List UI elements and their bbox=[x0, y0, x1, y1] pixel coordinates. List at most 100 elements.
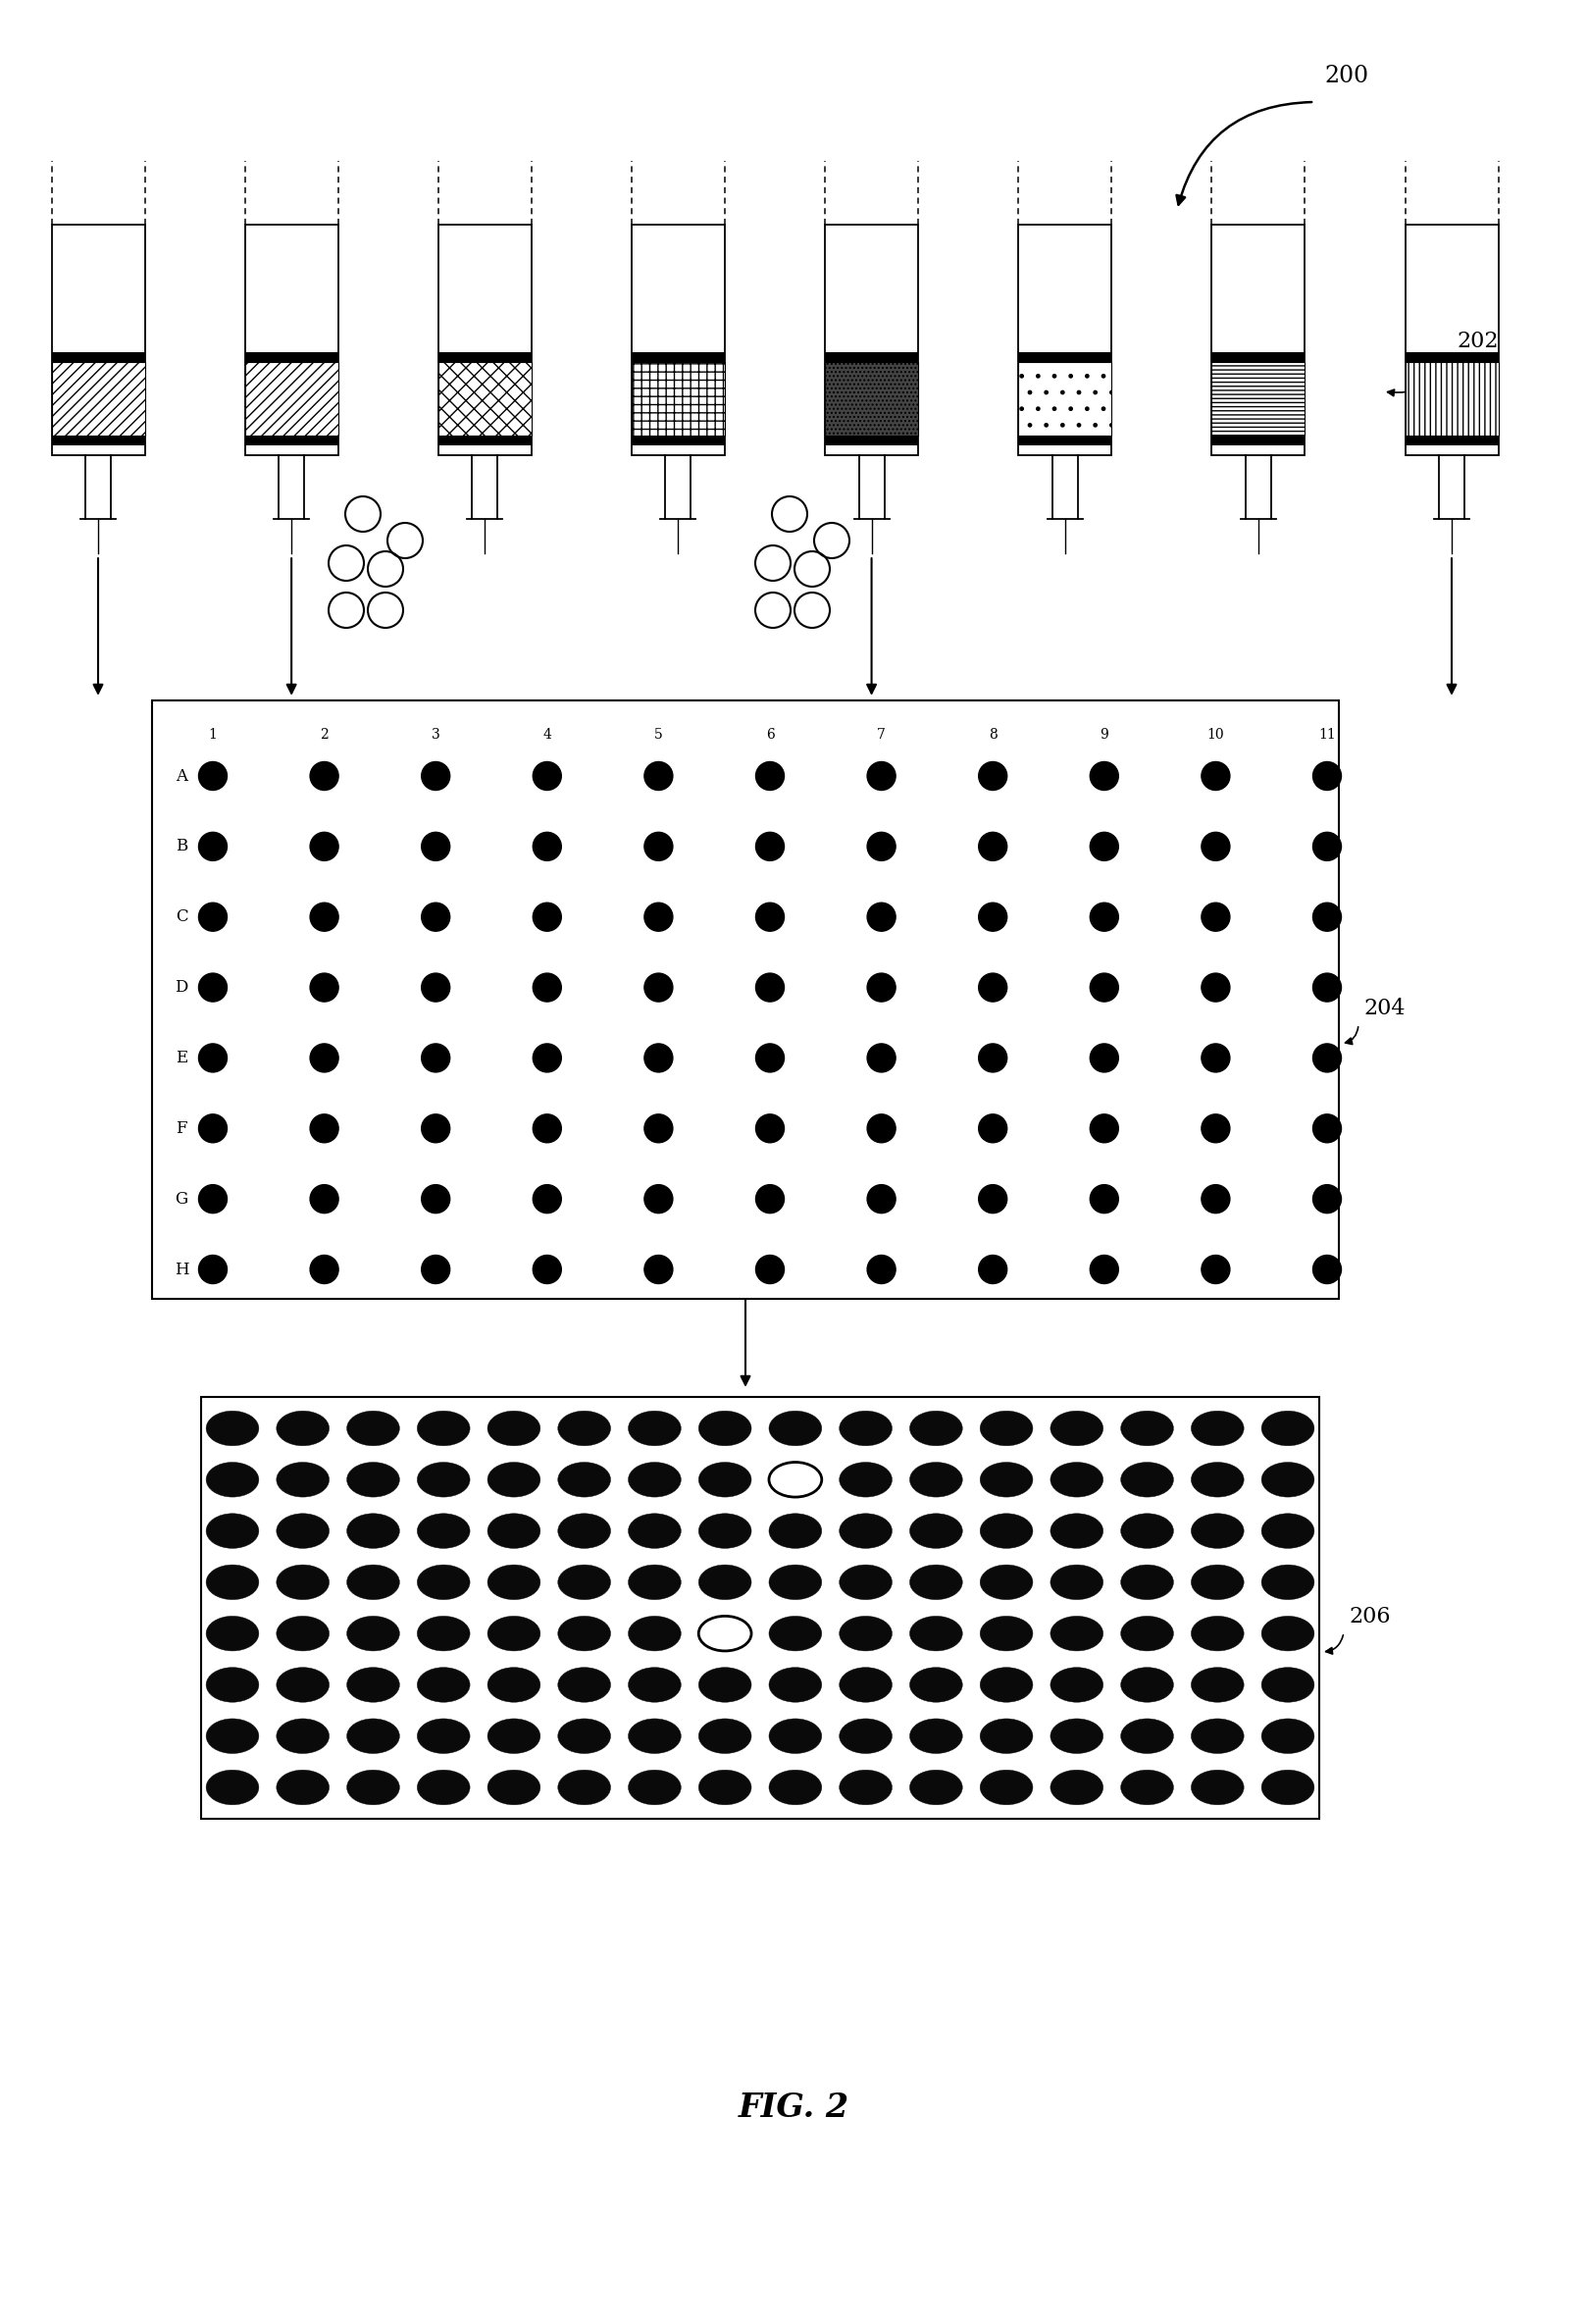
Text: 1: 1 bbox=[208, 727, 218, 741]
Ellipse shape bbox=[346, 1771, 400, 1806]
Circle shape bbox=[1202, 1113, 1229, 1143]
Text: G: G bbox=[175, 1190, 187, 1206]
Ellipse shape bbox=[769, 1513, 821, 1548]
Ellipse shape bbox=[1121, 1615, 1174, 1650]
Bar bbox=[632, 225, 724, 456]
Ellipse shape bbox=[910, 1513, 962, 1548]
FancyArrowPatch shape bbox=[1326, 1636, 1343, 1655]
Circle shape bbox=[198, 762, 227, 790]
Bar bbox=[1405, 225, 1497, 456]
Circle shape bbox=[534, 1043, 561, 1071]
Circle shape bbox=[1313, 1113, 1342, 1143]
Circle shape bbox=[867, 1113, 896, 1143]
Circle shape bbox=[421, 902, 449, 932]
Bar bbox=[1018, 435, 1112, 446]
Circle shape bbox=[1313, 832, 1342, 860]
Circle shape bbox=[1202, 1185, 1229, 1213]
Ellipse shape bbox=[910, 1771, 962, 1806]
Ellipse shape bbox=[629, 1411, 681, 1446]
Circle shape bbox=[310, 1043, 338, 1071]
Ellipse shape bbox=[1191, 1411, 1243, 1446]
Bar bbox=[438, 353, 532, 363]
Circle shape bbox=[645, 832, 673, 860]
Ellipse shape bbox=[1261, 1615, 1315, 1650]
Ellipse shape bbox=[488, 1771, 540, 1806]
Circle shape bbox=[1089, 1113, 1118, 1143]
Circle shape bbox=[310, 762, 338, 790]
Ellipse shape bbox=[629, 1771, 681, 1806]
Ellipse shape bbox=[276, 1720, 329, 1755]
Ellipse shape bbox=[346, 1666, 400, 1701]
Circle shape bbox=[534, 762, 561, 790]
Ellipse shape bbox=[699, 1411, 751, 1446]
Ellipse shape bbox=[1121, 1771, 1174, 1806]
Circle shape bbox=[1089, 762, 1118, 790]
Circle shape bbox=[645, 1043, 673, 1071]
Circle shape bbox=[1202, 902, 1229, 932]
Circle shape bbox=[534, 1185, 561, 1213]
Ellipse shape bbox=[206, 1411, 259, 1446]
Ellipse shape bbox=[346, 1513, 400, 1548]
Ellipse shape bbox=[276, 1666, 329, 1701]
Ellipse shape bbox=[769, 1771, 821, 1806]
Ellipse shape bbox=[206, 1615, 259, 1650]
Circle shape bbox=[421, 762, 449, 790]
Circle shape bbox=[421, 974, 449, 1002]
Ellipse shape bbox=[1050, 1615, 1104, 1650]
Circle shape bbox=[1313, 974, 1342, 1002]
Ellipse shape bbox=[1050, 1411, 1104, 1446]
Ellipse shape bbox=[1191, 1666, 1243, 1701]
Circle shape bbox=[534, 1255, 561, 1283]
Circle shape bbox=[1313, 902, 1342, 932]
Ellipse shape bbox=[206, 1666, 259, 1701]
Text: D: D bbox=[175, 978, 187, 995]
Ellipse shape bbox=[1261, 1666, 1315, 1701]
Circle shape bbox=[198, 832, 227, 860]
Circle shape bbox=[645, 1255, 673, 1283]
Circle shape bbox=[421, 832, 449, 860]
Ellipse shape bbox=[276, 1462, 329, 1497]
Bar bbox=[51, 363, 145, 435]
Circle shape bbox=[1089, 832, 1118, 860]
Ellipse shape bbox=[629, 1666, 681, 1701]
Text: H: H bbox=[175, 1262, 189, 1278]
Bar bbox=[632, 353, 724, 363]
Ellipse shape bbox=[980, 1411, 1032, 1446]
Ellipse shape bbox=[980, 1513, 1032, 1548]
Circle shape bbox=[534, 974, 561, 1002]
Circle shape bbox=[534, 832, 561, 860]
Bar bbox=[438, 363, 532, 435]
Ellipse shape bbox=[840, 1564, 892, 1599]
Ellipse shape bbox=[769, 1411, 821, 1446]
Ellipse shape bbox=[910, 1720, 962, 1755]
Bar bbox=[1018, 353, 1112, 363]
Ellipse shape bbox=[629, 1462, 681, 1497]
Circle shape bbox=[310, 1113, 338, 1143]
FancyArrowPatch shape bbox=[1177, 102, 1312, 205]
Circle shape bbox=[645, 974, 673, 1002]
Circle shape bbox=[756, 1185, 784, 1213]
Ellipse shape bbox=[206, 1462, 259, 1497]
Ellipse shape bbox=[840, 1411, 892, 1446]
Text: 206: 206 bbox=[1348, 1606, 1391, 1627]
Bar bbox=[1018, 225, 1112, 456]
Ellipse shape bbox=[1191, 1513, 1243, 1548]
Circle shape bbox=[1089, 1255, 1118, 1283]
Ellipse shape bbox=[1191, 1462, 1243, 1497]
Bar bbox=[1405, 363, 1497, 435]
Ellipse shape bbox=[488, 1615, 540, 1650]
Ellipse shape bbox=[418, 1720, 470, 1755]
Ellipse shape bbox=[488, 1666, 540, 1701]
Circle shape bbox=[1202, 762, 1229, 790]
Circle shape bbox=[645, 902, 673, 932]
Text: 7: 7 bbox=[877, 727, 886, 741]
Ellipse shape bbox=[840, 1462, 892, 1497]
Ellipse shape bbox=[840, 1666, 892, 1701]
Ellipse shape bbox=[699, 1615, 751, 1650]
Ellipse shape bbox=[276, 1615, 329, 1650]
Ellipse shape bbox=[980, 1462, 1032, 1497]
Ellipse shape bbox=[910, 1615, 962, 1650]
Ellipse shape bbox=[1261, 1771, 1315, 1806]
Ellipse shape bbox=[1050, 1666, 1104, 1701]
Ellipse shape bbox=[769, 1666, 821, 1701]
